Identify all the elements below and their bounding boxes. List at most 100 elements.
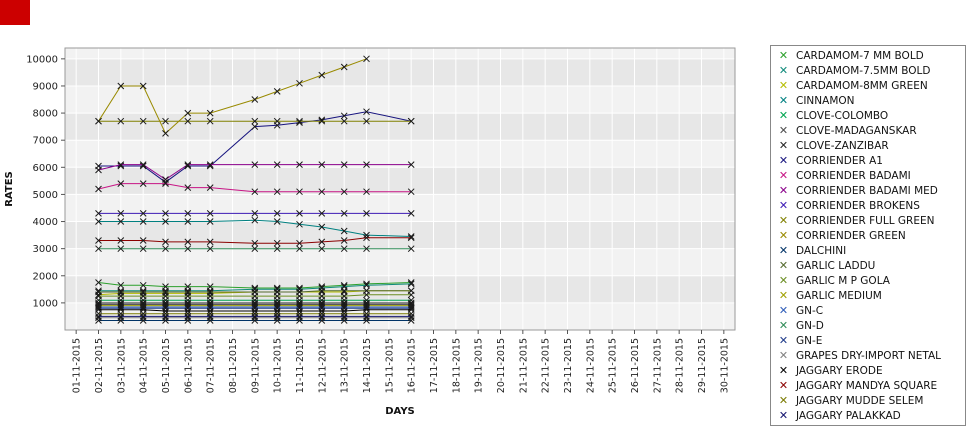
- svg-text:05-11-2015: 05-11-2015: [161, 338, 172, 393]
- legend-item-label: CARDAMOM-7.5MM BOLD: [796, 64, 931, 77]
- legend-item-label: CLOVE-MADAGANSKAR: [796, 124, 917, 137]
- series-x-marker-icon: ✕: [778, 139, 789, 152]
- legend-item: ✕ CINNAMON: [771, 93, 965, 108]
- legend-item-label: CARDAMOM-7 MM BOLD: [796, 49, 924, 62]
- legend-item: ✕ CLOVE-MADAGANSKAR: [771, 123, 965, 138]
- legend-item-label: CARDAMOM-8MM GREEN: [796, 79, 928, 92]
- series-x-marker-icon: ✕: [778, 184, 789, 197]
- x-axis-title: DAYS: [385, 406, 415, 417]
- svg-text:25-11-2015: 25-11-2015: [608, 338, 619, 393]
- legend-item: ✕ CORRIENDER A1: [771, 153, 965, 168]
- svg-text:2000: 2000: [33, 271, 58, 282]
- series-x-marker-icon: ✕: [778, 244, 789, 257]
- series-x-marker-icon: ✕: [778, 169, 789, 182]
- svg-text:19-11-2015: 19-11-2015: [474, 338, 485, 393]
- legend-item: ✕ DALCHINI: [771, 243, 965, 258]
- svg-text:15-11-2015: 15-11-2015: [384, 338, 395, 393]
- series-x-marker-icon: ✕: [778, 394, 789, 407]
- svg-text:08-11-2015: 08-11-2015: [228, 338, 239, 393]
- legend-item-label: CLOVE-COLOMBO: [796, 109, 889, 122]
- series-x-marker-icon: ✕: [778, 364, 789, 377]
- legend-item-label: JAGGARY MUDDE SELEM: [796, 394, 924, 407]
- legend-item-label: GN-E: [796, 334, 823, 347]
- svg-text:26-11-2015: 26-11-2015: [630, 338, 641, 393]
- red-corner-artifact: [0, 0, 30, 25]
- legend-item-label: GN-D: [796, 319, 824, 332]
- legend-item-label: CORRIENDER BADAMI: [796, 169, 911, 182]
- legend-item: ✕ JAGGARY MUDDE SELEM: [771, 393, 965, 408]
- legend-item: ✕ CORRIENDER GREEN: [771, 228, 965, 243]
- series-x-marker-icon: ✕: [778, 49, 789, 62]
- svg-text:23-11-2015: 23-11-2015: [563, 338, 574, 393]
- series-x-marker-icon: ✕: [778, 79, 789, 92]
- svg-text:22-11-2015: 22-11-2015: [541, 338, 552, 393]
- legend-item: ✕ GARLIC LADDU: [771, 258, 965, 273]
- svg-text:4000: 4000: [33, 217, 58, 228]
- legend-item-label: GARLIC M P GOLA: [796, 274, 890, 287]
- chart-panel: 1000 2000 3000 4000 5000 6000 7000 8000 9000 1000…: [4, 47, 736, 417]
- series-x-marker-icon: ✕: [778, 94, 789, 107]
- legend-item: ✕ CLOVE-COLOMBO: [771, 108, 965, 123]
- legend-item-label: GN-C: [796, 304, 824, 317]
- legend-item-label: CORRIENDER BROKENS: [796, 199, 920, 212]
- legend-item: ✕ JAGGARY PALAKKAD: [771, 408, 965, 423]
- series-x-marker-icon: ✕: [778, 259, 789, 272]
- legend-item: ✕ JAGGARY MANDYA SQUARE: [771, 378, 965, 393]
- legend-item-label: JAGGARY PALAKKAD: [796, 409, 901, 422]
- svg-text:10000: 10000: [26, 54, 58, 65]
- series-x-marker-icon: ✕: [778, 334, 789, 347]
- legend-item: ✕ GN-D: [771, 318, 965, 333]
- series-x-marker-icon: ✕: [778, 124, 789, 137]
- series-x-marker-icon: ✕: [778, 199, 789, 212]
- series-x-marker-icon: ✕: [778, 349, 789, 362]
- svg-text:8000: 8000: [33, 109, 58, 120]
- svg-text:5000: 5000: [33, 190, 58, 201]
- legend-item: ✕ CARDAMOM-7.5MM BOLD: [771, 63, 965, 78]
- svg-text:12-11-2015: 12-11-2015: [317, 338, 328, 393]
- series-x-marker-icon: ✕: [778, 379, 789, 392]
- legend: ✕ CARDAMOM-7 MM BOLD ✕ CARDAMOM-7.5MM BOLD ✕…: [770, 45, 966, 426]
- legend-item-label: DALCHINI: [796, 244, 847, 257]
- legend-item-label: CORRIENDER GREEN: [796, 229, 906, 242]
- legend-item: ✕ CORRIENDER FULL GREEN: [771, 213, 965, 228]
- svg-text:01-11-2015: 01-11-2015: [72, 338, 83, 393]
- svg-text:17-11-2015: 17-11-2015: [429, 338, 440, 393]
- svg-text:14-11-2015: 14-11-2015: [362, 338, 373, 393]
- svg-text:07-11-2015: 07-11-2015: [206, 338, 217, 393]
- legend-item: ✕ CLOVE-ZANZIBAR: [771, 138, 965, 153]
- legend-item-label: GARLIC LADDU: [796, 259, 876, 272]
- series-x-marker-icon: ✕: [778, 64, 789, 77]
- rates-line-chart: 1000 2000 3000 4000 5000 6000 7000 8000 9000 1000…: [4, 47, 736, 417]
- series-x-marker-icon: ✕: [778, 109, 789, 122]
- legend-item-label: GRAPES DRY-IMPORT NETAL: [796, 349, 941, 362]
- plot-area: 1000 2000 3000 4000 5000 6000 7000 8000 9000 1000…: [26, 47, 736, 393]
- y-axis-title: RATES: [4, 171, 15, 207]
- series-x-marker-icon: ✕: [778, 214, 789, 227]
- series-x-marker-icon: ✕: [778, 319, 789, 332]
- svg-text:13-11-2015: 13-11-2015: [340, 338, 351, 393]
- legend-item: ✕ GN-C: [771, 303, 965, 318]
- legend-item-label: JAGGARY ERODE: [796, 364, 883, 377]
- legend-item: ✕ CARDAMOM-7 MM BOLD: [771, 48, 965, 63]
- legend-item: ✕ JAGGARY ERODE: [771, 363, 965, 378]
- svg-text:1000: 1000: [33, 298, 58, 309]
- svg-text:10-11-2015: 10-11-2015: [273, 338, 284, 393]
- legend-item: ✕ CORRIENDER BROKENS: [771, 198, 965, 213]
- series-x-marker-icon: ✕: [778, 289, 789, 302]
- legend-item-label: CORRIENDER BADAMI MED: [796, 184, 938, 197]
- svg-text:02-11-2015: 02-11-2015: [94, 338, 105, 393]
- legend-item-label: GARLIC MEDIUM: [796, 289, 882, 302]
- legend-item: ✕ GARLIC MEDIUM: [771, 288, 965, 303]
- svg-text:11-11-2015: 11-11-2015: [295, 338, 306, 393]
- svg-text:20-11-2015: 20-11-2015: [496, 338, 507, 393]
- svg-text:04-11-2015: 04-11-2015: [139, 338, 150, 393]
- svg-text:09-11-2015: 09-11-2015: [250, 338, 261, 393]
- legend-item-label: CINNAMON: [796, 94, 855, 107]
- legend-item: ✕ CARDAMOM-8MM GREEN: [771, 78, 965, 93]
- legend-item: ✕ GARLIC M P GOLA: [771, 273, 965, 288]
- svg-text:9000: 9000: [33, 81, 58, 92]
- svg-text:30-11-2015: 30-11-2015: [719, 338, 730, 393]
- legend-item: ✕ CORRIENDER BADAMI MED: [771, 183, 965, 198]
- series-x-marker-icon: ✕: [778, 274, 789, 287]
- series-x-marker-icon: ✕: [778, 304, 789, 317]
